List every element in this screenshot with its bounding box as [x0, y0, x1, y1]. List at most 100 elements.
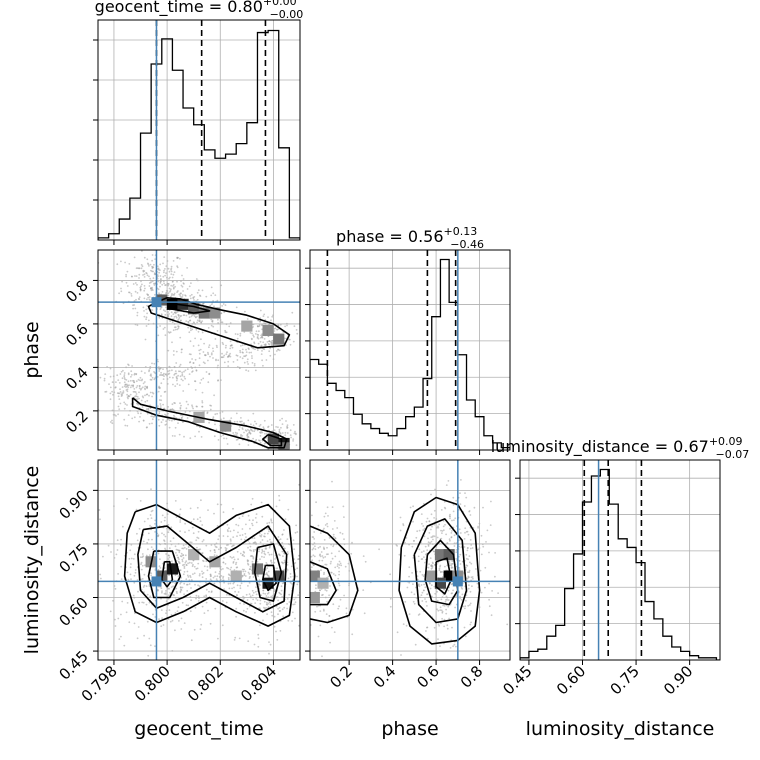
- sample-point: [222, 511, 225, 514]
- sample-point: [455, 645, 457, 648]
- sample-point: [154, 531, 157, 533]
- sample-point: [159, 275, 162, 277]
- sample-point: [216, 346, 218, 349]
- sample-point: [433, 509, 436, 512]
- sample-point: [305, 485, 307, 487]
- sample-point: [283, 568, 286, 571]
- sample-point: [228, 587, 231, 590]
- sample-point: [140, 370, 143, 373]
- sample-point: [174, 402, 176, 405]
- sample-point: [412, 505, 414, 508]
- sample-point: [311, 514, 313, 517]
- sample-point: [278, 499, 281, 502]
- sample-point: [165, 420, 168, 423]
- sample-point: [201, 524, 204, 526]
- sample-point: [489, 524, 492, 526]
- sample-point: [183, 546, 186, 549]
- sample-point: [252, 334, 255, 337]
- sample-point: [480, 534, 483, 537]
- sample-point: [209, 567, 212, 569]
- sample-point: [273, 615, 276, 618]
- sample-point: [252, 557, 255, 560]
- sample-point: [275, 426, 277, 428]
- sample-point: [269, 354, 272, 357]
- sample-point: [455, 549, 458, 551]
- sample-point: [162, 624, 165, 626]
- sample-point: [281, 550, 284, 553]
- sample-point: [123, 375, 126, 378]
- sample-point: [168, 291, 171, 293]
- sample-point: [337, 607, 340, 610]
- sample-point: [141, 556, 144, 559]
- sample-point: [148, 282, 151, 284]
- sample-point: [177, 310, 179, 313]
- sample-point: [325, 563, 328, 566]
- sample-point: [232, 562, 235, 564]
- sample-point: [301, 620, 303, 622]
- sample-point: [315, 501, 317, 504]
- sample-point: [415, 597, 418, 600]
- sample-point: [118, 398, 121, 400]
- sample-point: [442, 604, 444, 607]
- sample-point: [266, 592, 269, 595]
- sample-point: [403, 554, 406, 557]
- sample-point: [243, 355, 246, 358]
- sample-point: [104, 373, 107, 375]
- sample-point: [179, 402, 181, 405]
- sample-point: [292, 603, 295, 606]
- sample-point: [216, 525, 219, 527]
- sample-point: [124, 403, 127, 405]
- sample-point: [197, 289, 200, 292]
- sample-point: [261, 336, 264, 339]
- sample-point: [445, 484, 448, 486]
- sample-point: [465, 566, 467, 569]
- sample-point: [324, 589, 327, 591]
- sample-point: [427, 566, 430, 569]
- sample-point: [266, 601, 268, 604]
- sample-point: [212, 292, 215, 295]
- sample-point: [305, 577, 307, 579]
- sample-point: [143, 520, 146, 523]
- sample-point: [215, 546, 218, 549]
- sample-point: [144, 394, 146, 397]
- marginal-title: geocent_time = 0.80+0.00 −0.00: [95, 0, 304, 21]
- sample-point: [416, 530, 419, 533]
- sample-point: [319, 545, 321, 548]
- sample-point: [268, 652, 270, 655]
- sample-point: [464, 607, 466, 610]
- sample-point: [193, 565, 196, 568]
- truth-marker: [151, 576, 162, 587]
- sample-point: [168, 529, 171, 531]
- sample-point: [459, 563, 462, 565]
- sample-point: [488, 551, 490, 554]
- sample-point: [243, 431, 245, 434]
- sample-point: [429, 557, 432, 559]
- sample-point: [161, 590, 163, 592]
- sample-point: [210, 286, 213, 289]
- sample-point: [222, 568, 224, 570]
- sample-point: [311, 548, 314, 551]
- sample-point: [323, 573, 325, 576]
- sample-point: [167, 349, 170, 352]
- sample-point: [297, 571, 299, 573]
- sample-point: [469, 623, 472, 626]
- sample-point: [445, 595, 448, 598]
- sample-point: [405, 537, 408, 539]
- sample-point: [270, 497, 272, 499]
- sample-point: [244, 532, 247, 535]
- sample-point: [300, 604, 302, 606]
- sample-point: [153, 282, 155, 285]
- sample-point: [262, 315, 265, 317]
- sample-point: [418, 613, 421, 615]
- sample-point: [179, 508, 182, 511]
- sample-point: [227, 360, 230, 363]
- sample-point: [251, 522, 253, 525]
- sample-point: [117, 573, 119, 575]
- sample-point: [168, 283, 170, 285]
- sample-point: [226, 529, 229, 531]
- contour-line: [262, 434, 283, 447]
- sample-point: [444, 523, 446, 526]
- sample-point: [154, 293, 156, 296]
- sample-point: [172, 313, 175, 315]
- sample-point: [195, 597, 197, 600]
